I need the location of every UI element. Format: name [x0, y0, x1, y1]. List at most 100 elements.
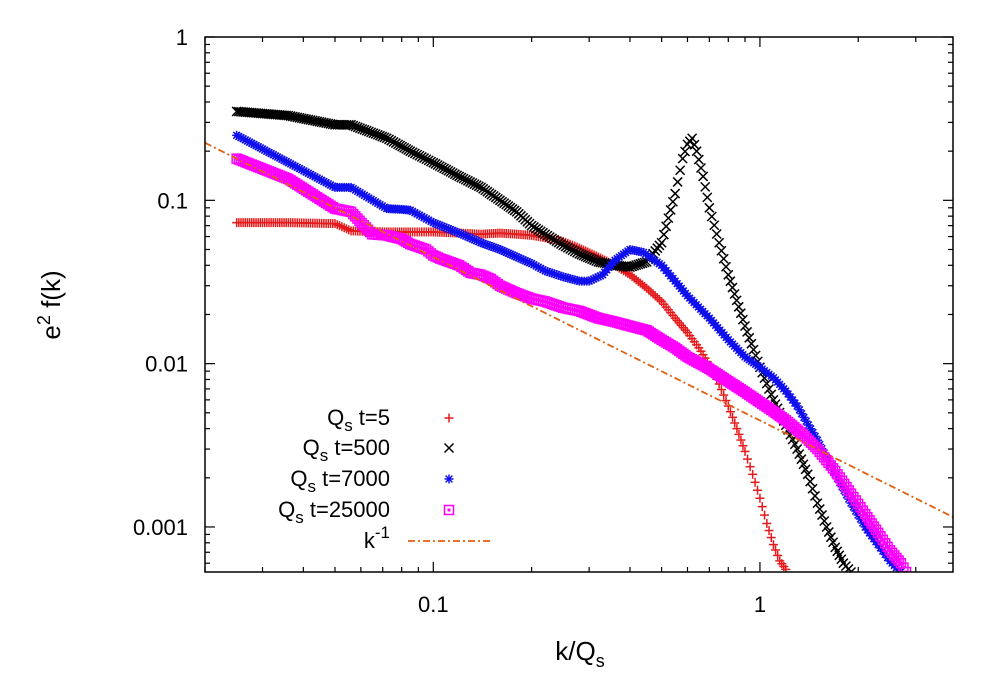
legend-swatch: [444, 474, 454, 484]
data-point: [762, 519, 772, 529]
data-point: [823, 527, 834, 538]
legend-label: Qs t=5: [327, 405, 390, 435]
data-point: [734, 429, 744, 439]
data-point: [748, 344, 759, 355]
data-point: [716, 245, 727, 256]
y-tick-label: 1: [176, 25, 188, 50]
plot-frame: [204, 36, 954, 573]
data-point: [652, 293, 662, 303]
data-point: [720, 261, 732, 272]
data-point: [714, 237, 725, 248]
data-point: [675, 165, 686, 176]
legend-item: Qs t=500: [303, 435, 455, 465]
data-point: [661, 221, 672, 232]
series-k: [205, 141, 953, 518]
data-point: [757, 502, 767, 512]
legend-swatch: [443, 442, 455, 454]
data-point: [773, 550, 783, 560]
data-point: [648, 289, 658, 299]
data-point: [796, 454, 807, 465]
data-point: [693, 154, 704, 165]
data-point: [689, 139, 700, 150]
data-point: [825, 532, 836, 543]
data-point: [812, 498, 823, 509]
legend-swatch: [443, 504, 455, 516]
legend-label: k-1: [364, 523, 390, 553]
data-point: [845, 566, 857, 572]
data-point: [798, 459, 809, 470]
y-tick-label: 0.1: [157, 188, 188, 213]
data-point: [736, 435, 746, 445]
data-point: [792, 444, 803, 455]
data-point: [766, 533, 776, 543]
data-point: [667, 196, 678, 207]
data-point: [807, 483, 818, 494]
data-point: [732, 424, 742, 434]
data-point: [728, 412, 738, 422]
data-point: [700, 181, 711, 192]
legend-label: Qs t=7000: [290, 466, 390, 496]
data-point: [691, 146, 702, 157]
data-point: [760, 510, 770, 520]
data-point: [745, 462, 755, 472]
data-point: [794, 449, 805, 460]
series-layer: [205, 106, 953, 572]
data-point: [740, 446, 750, 456]
data-point: [819, 515, 830, 527]
data-point: [771, 545, 781, 555]
data-point: [711, 228, 722, 240]
legend-item: k-1: [364, 523, 490, 553]
y-tick-label: 0.01: [145, 352, 188, 377]
data-point: [716, 385, 726, 395]
y-axis-title: e2 f(k): [34, 270, 66, 339]
legend-swatch: [444, 413, 454, 423]
data-point: [704, 202, 715, 213]
legend-label: Qs t=500: [303, 435, 390, 465]
data-point: [814, 504, 825, 515]
x-tick-label: 1: [754, 592, 766, 617]
data-point: [809, 490, 821, 501]
data-point: [763, 383, 774, 395]
data-point: [709, 220, 720, 231]
legend-item: Qs t=7000: [290, 466, 454, 496]
series-line: [205, 141, 953, 518]
data-point: [735, 308, 746, 319]
data-point: [746, 338, 757, 349]
data-point: [821, 521, 832, 532]
data-point: [800, 464, 811, 475]
data-point: [644, 285, 654, 295]
series-t-500: [231, 106, 857, 572]
data-point: [733, 301, 744, 312]
data-point: [739, 320, 751, 332]
data-point: [743, 454, 753, 464]
data-point: [677, 153, 688, 164]
data-point: [781, 564, 791, 572]
legend-item: Qs t=5: [327, 405, 454, 435]
data-point: [706, 211, 717, 222]
data-point: [695, 162, 706, 174]
data-point: [646, 287, 656, 297]
data-point: [817, 510, 828, 521]
data-point: [744, 332, 755, 343]
data-point: [687, 133, 698, 144]
data-point: [656, 237, 667, 248]
data-point: [725, 276, 736, 287]
y-tick-label: 0.001: [133, 515, 188, 540]
data-point: [670, 188, 681, 199]
data-point: [750, 350, 761, 361]
data-point: [755, 493, 765, 503]
data-point: [665, 204, 676, 215]
legend-label: Qs t=25000: [278, 497, 390, 527]
data-point: [680, 146, 691, 157]
data-point: [766, 389, 777, 400]
data-point: [748, 469, 758, 479]
data-point: [702, 192, 713, 203]
data-point: [698, 171, 709, 182]
data-point: [719, 390, 729, 400]
data-point: [650, 291, 660, 301]
ticks-layer: 0.1 1 0.001 0.01 0.1 1: [133, 25, 953, 617]
data-point: [731, 295, 742, 306]
data-point: [828, 537, 839, 548]
data-point: [723, 269, 734, 280]
